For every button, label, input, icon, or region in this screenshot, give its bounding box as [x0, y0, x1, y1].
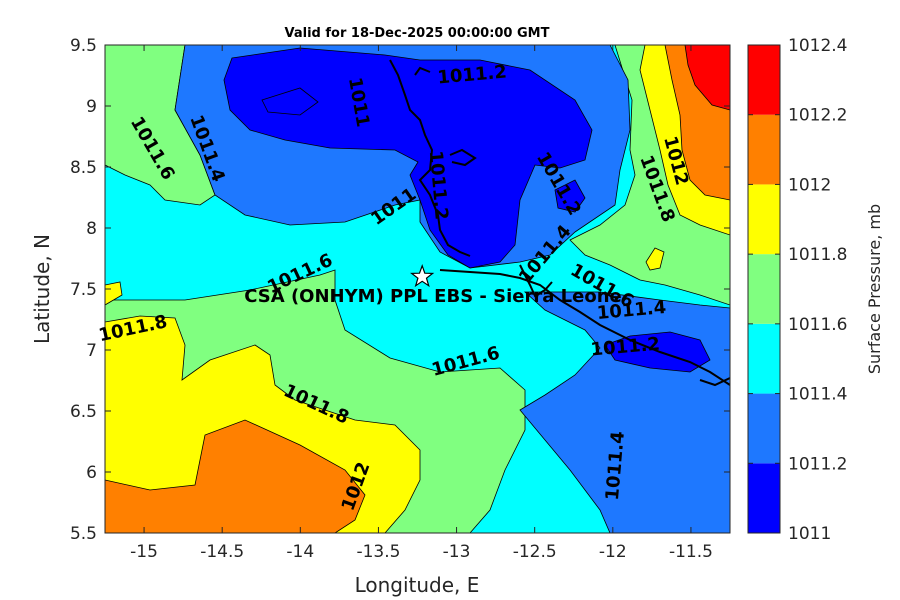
station-marker-group: CSA (ONHYM) PPL EBS - Sierra Leone [244, 264, 622, 307]
colorbar-title: Surface Pressure, mb [865, 204, 884, 374]
y-axis-label: Latitude, N [30, 234, 54, 344]
field-1012-2-northeast [684, 45, 730, 111]
x-axis-ticks: -15 -14.5 -14 -13.5 -13 -12.5 -12 -11.5 [130, 45, 713, 562]
x-tick-label: -15 [130, 542, 158, 562]
x-axis-label: Longitude, E [355, 573, 480, 597]
y-tick-label: 8 [86, 219, 97, 239]
colorbar-swatch [748, 45, 780, 115]
coastline [389, 59, 730, 387]
x-tick-label: -13.5 [356, 542, 400, 562]
x-tick-label: -12 [599, 542, 627, 562]
colorbar-tick-label: 1011.6 [788, 315, 847, 335]
colorbar-tick-label: 1011 [788, 524, 831, 544]
colorbar-tick-label: 1012.2 [788, 106, 847, 126]
y-tick-label: 6.5 [70, 402, 97, 422]
colorbar-swatch [748, 323, 780, 394]
colorbar-swatch [748, 254, 780, 324]
x-tick-label: -12.5 [513, 542, 557, 562]
colorbar-tick-label: 1012.4 [788, 36, 847, 56]
y-axis-ticks: 5.5 6 6.5 7 7.5 8 8.5 9 9.5 [70, 36, 730, 544]
field-1011-north-west-patch [261, 87, 319, 116]
y-tick-label: 7.5 [70, 280, 97, 300]
y-tick-label: 9 [86, 97, 97, 117]
colorbar-swatch [748, 184, 780, 255]
colorbar-swatch [748, 393, 780, 464]
x-tick-label: -13 [443, 542, 471, 562]
station-star-icon [410, 264, 435, 288]
chart-title: Valid for 18-Dec-2025 00:00:00 GMT [285, 26, 550, 41]
colorbar-tick-label: 1012 [788, 175, 831, 195]
colorbar-tick-label: 1011.8 [788, 245, 847, 265]
y-tick-label: 5.5 [70, 524, 97, 544]
colorbar-frame [747, 44, 781, 534]
x-tick-label: -14 [286, 542, 314, 562]
x-tick-label: -11.5 [669, 542, 713, 562]
field-1012-southwest [105, 419, 366, 533]
field-1011-8-east [645, 247, 665, 271]
colorbar-tick-label: 1011.4 [788, 385, 847, 405]
y-tick-label: 6 [86, 463, 97, 483]
y-tick-label: 7 [86, 341, 97, 361]
field-1011-8-west [105, 281, 123, 306]
x-tick-label: -14.5 [200, 542, 244, 562]
colorbar: 1011 1011.2 1011.4 1011.6 1011.8 1012 1012.2 10… [747, 36, 847, 544]
colorbar-swatch [748, 114, 780, 185]
colorbar-swatch [748, 463, 780, 533]
colorbar-tick-label: 1011.2 [788, 454, 847, 474]
y-tick-label: 9.5 [70, 36, 97, 56]
field-1011-east-patch [554, 179, 586, 213]
station-label: CSA (ONHYM) PPL EBS - Sierra Leone [244, 286, 621, 307]
plot-area [105, 45, 730, 533]
y-tick-label: 8.5 [70, 158, 97, 178]
